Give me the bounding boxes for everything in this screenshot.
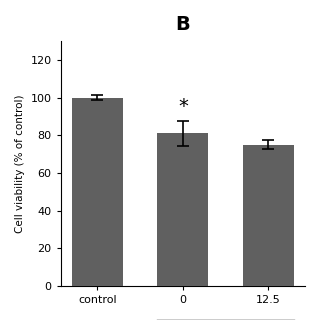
Text: *: * [178, 97, 188, 116]
Bar [72, 98, 123, 286]
Title: B: B [175, 15, 190, 34]
Bar [157, 133, 208, 286]
Y-axis label: Cell viability (% of control): Cell viability (% of control) [15, 94, 25, 233]
Bar [243, 145, 294, 286]
